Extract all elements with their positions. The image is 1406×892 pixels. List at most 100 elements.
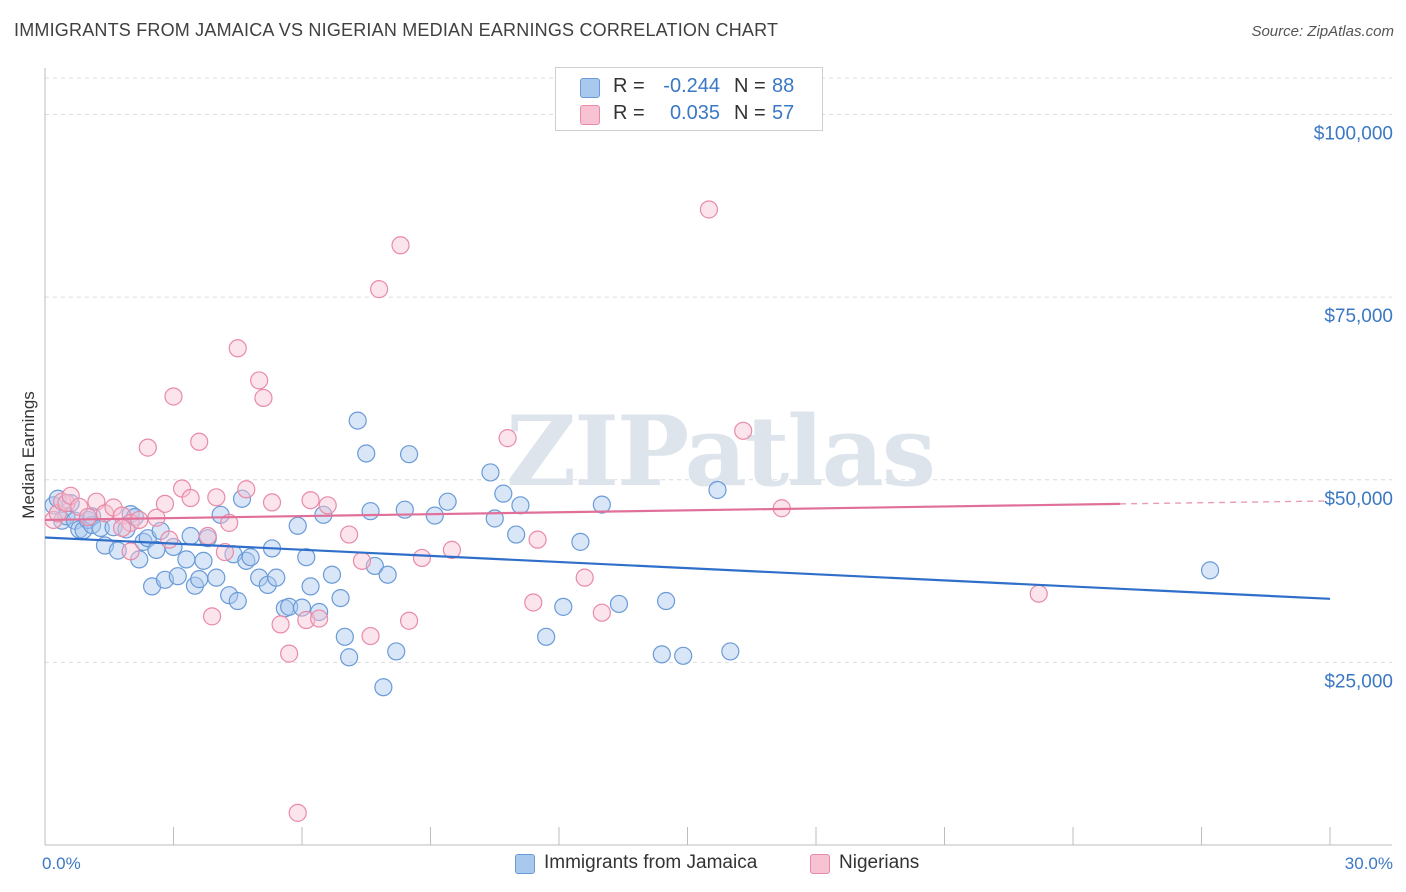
data-point	[331, 588, 350, 608]
legend-n-label: N =	[734, 75, 766, 97]
data-point	[215, 542, 234, 562]
y-axis-label: Median Earnings	[19, 391, 38, 519]
data-point	[524, 593, 543, 612]
data-point	[442, 540, 462, 559]
data-point	[194, 551, 213, 570]
data-point	[168, 567, 187, 586]
data-point	[537, 627, 556, 646]
data-point	[378, 565, 397, 584]
data-point	[734, 421, 753, 440]
data-point	[656, 591, 676, 611]
data-point	[288, 803, 307, 822]
data-point	[207, 568, 226, 587]
legend-swatch-jamaica	[580, 78, 600, 98]
x-tick-label: 30.0%	[1345, 854, 1393, 873]
data-point	[112, 518, 132, 538]
data-point	[554, 597, 573, 616]
data-point	[202, 607, 222, 626]
legend-n-value: 57	[772, 102, 795, 124]
data-point	[348, 411, 367, 430]
series-nigerians	[44, 200, 1048, 822]
data-point	[190, 432, 209, 451]
data-point	[288, 516, 307, 535]
data-point	[310, 602, 329, 622]
data-point	[220, 513, 239, 532]
data-point	[138, 438, 157, 457]
legend-r-value: -0.244	[663, 75, 720, 97]
data-point	[322, 565, 342, 584]
data-point	[1200, 561, 1220, 580]
data-point	[374, 678, 393, 697]
bottom-legend-label-jamaica: Immigrants from Jamaica	[544, 852, 758, 873]
data-point	[130, 510, 149, 530]
data-point	[250, 371, 269, 390]
data-point	[507, 525, 526, 544]
data-point	[228, 339, 247, 358]
data-point	[575, 568, 594, 587]
data-point	[357, 444, 376, 463]
data-point	[254, 388, 273, 408]
data-point	[301, 577, 320, 596]
data-point	[280, 644, 299, 663]
data-point	[177, 550, 196, 569]
gridlines	[45, 77, 1392, 663]
data-point	[425, 506, 444, 525]
data-point	[267, 568, 286, 587]
data-point	[674, 646, 693, 665]
data-point	[181, 526, 200, 546]
x-tick-labels: 0.0% 30.0%	[42, 854, 1393, 873]
data-point	[699, 200, 719, 219]
bottom-legend-label-nigerians: Nigerians	[839, 852, 920, 873]
data-point	[511, 496, 530, 515]
data-point	[708, 480, 727, 500]
data-point	[271, 615, 290, 634]
data-point	[571, 532, 590, 551]
data-point	[297, 548, 316, 567]
data-point	[241, 548, 260, 567]
data-point	[481, 463, 500, 482]
data-point	[155, 494, 175, 513]
y-tick-label: $50,000	[1324, 489, 1393, 510]
data-point	[361, 502, 380, 521]
data-point	[528, 530, 547, 549]
y-tick-label: $75,000	[1324, 306, 1393, 327]
legend-r-label: R =	[613, 75, 645, 97]
y-tick-label: $100,000	[1314, 124, 1393, 145]
data-point	[494, 484, 513, 503]
data-point	[399, 611, 419, 630]
series-jamaica	[44, 411, 1220, 697]
data-point	[121, 542, 140, 561]
data-point	[160, 530, 179, 549]
data-point	[370, 280, 389, 299]
data-point	[228, 591, 247, 611]
data-point	[1029, 584, 1048, 603]
data-point	[318, 496, 337, 515]
data-point	[412, 548, 432, 568]
data-point	[78, 507, 97, 527]
trend-line	[44, 502, 1121, 522]
data-point	[592, 603, 611, 622]
data-point	[592, 495, 611, 514]
data-point	[147, 540, 166, 559]
watermark: ZIPatlas	[506, 395, 934, 508]
data-point	[181, 488, 200, 508]
data-point	[438, 492, 457, 511]
correlation-legend: R = -0.244 N = 88 R = 0.035 N = 57	[555, 67, 823, 131]
trend-line-extension	[1120, 500, 1331, 505]
legend-r-label: R =	[613, 102, 645, 124]
legend-swatch-nigerians	[580, 105, 600, 125]
data-point	[399, 445, 419, 464]
legend-n-label: N =	[734, 102, 766, 124]
data-point	[280, 597, 299, 616]
trend-lines	[44, 500, 1331, 600]
data-point	[335, 627, 354, 646]
trend-line	[44, 536, 1331, 600]
axes	[44, 68, 1392, 846]
data-point	[237, 480, 256, 499]
data-point	[340, 648, 359, 667]
y-tick-label: $25,000	[1324, 671, 1393, 692]
data-point	[301, 491, 320, 510]
data-point	[207, 488, 226, 507]
data-point	[198, 526, 217, 546]
